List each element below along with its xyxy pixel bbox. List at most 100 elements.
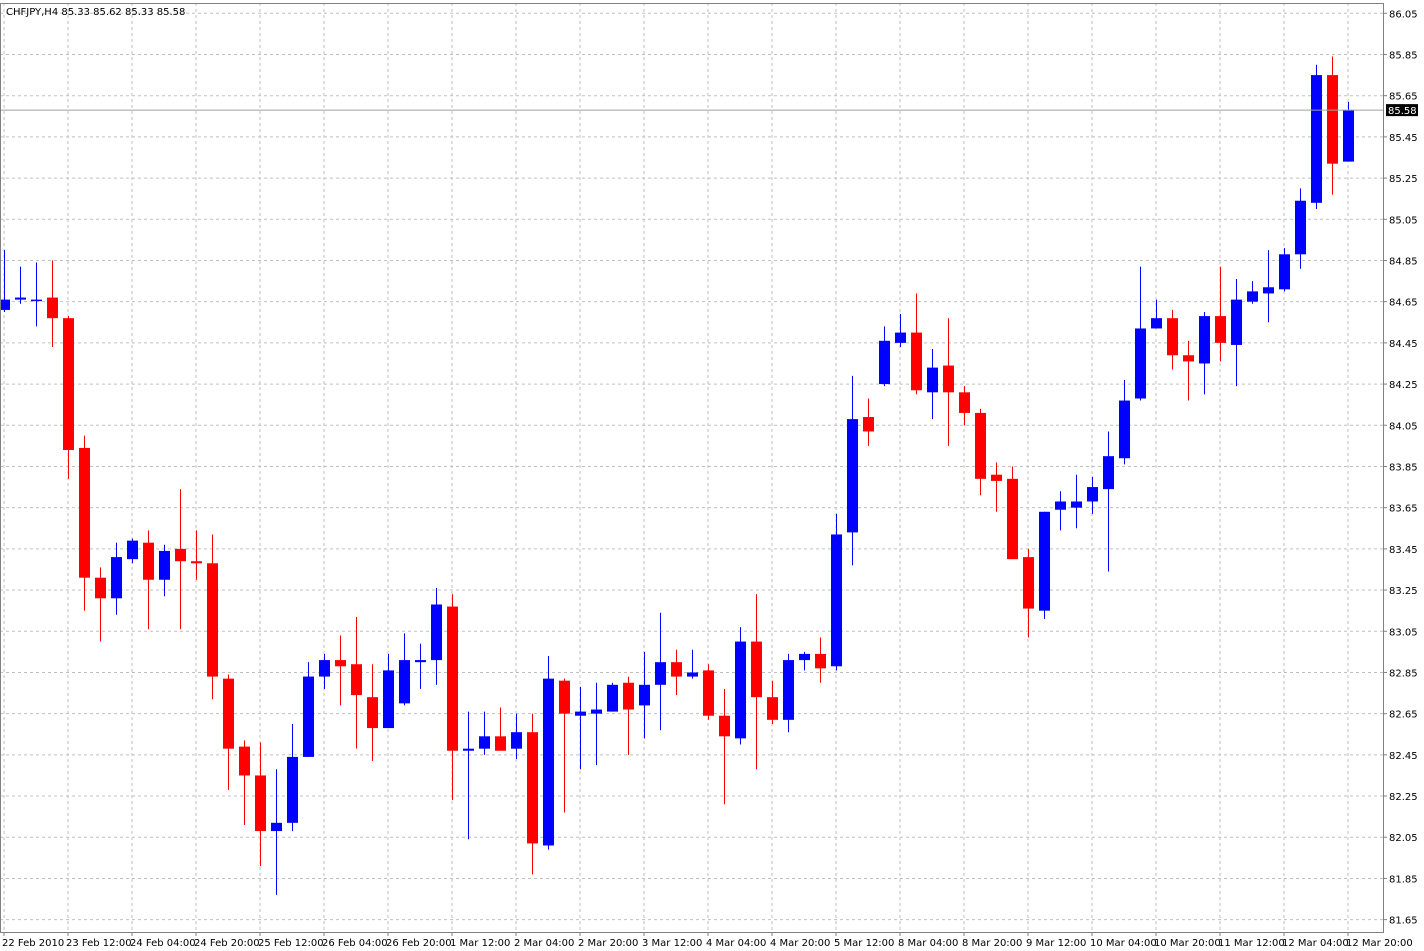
candle-body (191, 561, 202, 564)
grid (0, 3, 1383, 932)
candle-body (335, 660, 346, 667)
y-tick-label: 85.45 (1389, 133, 1418, 144)
y-tick-label: 84.65 (1389, 298, 1418, 309)
candle-body (319, 660, 330, 677)
y-tick-label: 85.85 (1389, 50, 1418, 61)
candle-body (1151, 318, 1162, 329)
y-tick-label: 82.25 (1389, 792, 1418, 803)
candle-body (399, 660, 410, 704)
candle-body (815, 653, 826, 669)
y-tick-label: 84.25 (1389, 380, 1418, 391)
candle-body (1087, 487, 1098, 502)
candle-body (847, 419, 858, 533)
candle-body (415, 660, 426, 663)
candle-body (671, 662, 682, 677)
candle-body (143, 542, 154, 580)
y-tick-label: 85.65 (1389, 92, 1418, 103)
y-tick-label: 81.85 (1389, 874, 1418, 885)
candle-body (1295, 200, 1306, 255)
candle-body (367, 697, 378, 729)
x-tick-label: 12 Mar 20:00 (1346, 938, 1413, 949)
candle-body (287, 756, 298, 823)
candle-body (639, 684, 650, 706)
x-tick-label: 4 Mar 20:00 (770, 938, 830, 949)
candle-body (799, 653, 810, 661)
candle-body (991, 474, 1002, 481)
y-tick-label: 82.65 (1389, 710, 1418, 721)
y-tick-label: 85.05 (1389, 215, 1418, 226)
candle-body (959, 392, 970, 413)
price-label: 85.58 (1388, 106, 1417, 117)
candle-body (1103, 456, 1114, 490)
candle-body (271, 822, 282, 832)
y-tick-label: 84.05 (1389, 421, 1418, 432)
x-tick-label: 26 Feb 20:00 (386, 938, 452, 949)
candle-body (1055, 501, 1066, 510)
x-tick-label: 22 Feb 2010 (2, 938, 64, 949)
x-tick-label: 8 Mar 20:00 (962, 938, 1022, 949)
candle-body (127, 540, 138, 560)
candle-body (1327, 75, 1338, 164)
candle-body (47, 297, 58, 319)
y-tick-label: 84.85 (1389, 256, 1418, 267)
x-tick-label: 1 Mar 12:00 (450, 938, 510, 949)
candle-body (943, 365, 954, 393)
candle-body (591, 709, 602, 714)
candle-body (31, 299, 42, 302)
y-tick-label: 83.85 (1389, 462, 1418, 473)
y-tick-label: 81.65 (1389, 916, 1418, 927)
candle-body (1183, 355, 1194, 362)
candle-body (1135, 328, 1146, 399)
candle-body (687, 672, 698, 677)
candle-body (783, 660, 794, 720)
x-tick-label: 5 Mar 12:00 (834, 938, 894, 949)
x-tick-label: 24 Feb 04:00 (130, 938, 196, 949)
x-tick-label: 10 Mar 20:00 (1154, 938, 1221, 949)
y-tick-label: 85.25 (1389, 174, 1418, 185)
candle-body (623, 682, 634, 710)
candle-body (895, 332, 906, 343)
candle-body (1215, 316, 1226, 343)
candle-body (431, 604, 442, 661)
price-label-box (1386, 104, 1418, 117)
candle-body (1263, 287, 1274, 294)
candle-body (207, 563, 218, 677)
candle-body (15, 297, 26, 300)
candle-body (655, 662, 666, 685)
candle-body (975, 412, 986, 479)
candle-body (447, 606, 458, 751)
candle-body (1199, 316, 1210, 364)
candle-body (1247, 291, 1258, 302)
candle-body (767, 697, 778, 720)
candle-body (1007, 478, 1018, 560)
candle-body (95, 577, 106, 599)
candle-body (159, 550, 170, 580)
candle-body (911, 332, 922, 391)
candles (0, 56, 1383, 895)
y-tick-label: 83.05 (1389, 627, 1418, 638)
y-tick-label: 86.05 (1389, 9, 1418, 20)
x-tick-label: 8 Mar 04:00 (898, 938, 958, 949)
candle-body (223, 678, 234, 749)
candle-body (383, 670, 394, 729)
x-tick-label: 9 Mar 12:00 (1026, 938, 1086, 949)
candle-body (1231, 299, 1242, 345)
candle-body (1119, 400, 1130, 459)
candle-body (1023, 557, 1034, 609)
candle-body (1167, 318, 1178, 356)
x-tick-label: 10 Mar 04:00 (1090, 938, 1157, 949)
y-tick-label: 84.45 (1389, 339, 1418, 350)
y-tick-label: 83.25 (1389, 586, 1418, 597)
candle-body (831, 534, 842, 667)
candle-body (1311, 75, 1322, 203)
x-tick-label: 11 Mar 12:00 (1218, 938, 1285, 949)
x-tick-label: 2 Mar 20:00 (578, 938, 638, 949)
candle-body (1071, 501, 1082, 508)
candle-body (495, 736, 506, 751)
candle-body (719, 715, 730, 737)
x-tick-label: 2 Mar 04:00 (514, 938, 574, 949)
candle-body (351, 664, 362, 696)
x-tick-label: 4 Mar 04:00 (706, 938, 766, 949)
candle-body (255, 775, 266, 832)
candle-body (79, 447, 90, 578)
